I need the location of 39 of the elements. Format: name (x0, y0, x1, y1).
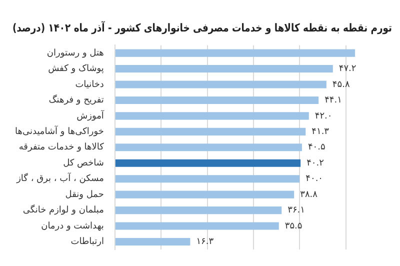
data-label: ۴۰.۵ (308, 142, 326, 153)
y-tick-label: مبلمان و لوازم خانگی (22, 204, 104, 216)
bar (115, 175, 300, 183)
bar (115, 128, 306, 136)
bar (115, 65, 333, 73)
data-label: ۴۵.۸ (332, 80, 350, 90)
data-label: ۳۶.۱ (288, 206, 306, 216)
y-tick-label: پوشاک و کفش (48, 64, 104, 74)
bar (115, 222, 279, 230)
bar (115, 190, 294, 198)
y-tick-label: شاخص کل (63, 158, 104, 168)
bar (115, 96, 319, 104)
chart-title: تورم نقطه به نقطه کالاها و خدمات مصرفی خانوارهای کشور - آذر ماه ۱۴۰۲ (درصد) (12, 20, 392, 35)
y-tick-label: حمل ونقل (65, 190, 104, 200)
y-tick-label: کالاها و خدمات متفرقه (18, 142, 105, 153)
data-label: ۴۱.۳ (312, 127, 330, 138)
bar (115, 206, 282, 214)
data-label: ۴۷.۲ (338, 64, 356, 74)
data-label: ۳۵.۵ (284, 221, 302, 232)
y-tick-label: خوراکی‌ها و آشامیدنی‌ها (14, 125, 104, 138)
data-label: ۴۴.۱ (324, 96, 342, 106)
y-tick-label: هتل و رستوران (46, 48, 104, 58)
data-label: ۳۸.۸ (300, 190, 318, 200)
data-label: ۴۰.۲ (306, 158, 324, 168)
y-tick-label: دخانیات (75, 80, 104, 90)
y-tick-label: ارتباطات (70, 237, 104, 248)
data-label: ۱۶.۳ (196, 237, 214, 248)
bar (115, 144, 302, 152)
y-tick-label: مسکن ، آب ، برق ، گاز (16, 172, 104, 184)
y-tick-label: تفریح و فرهنگ (48, 94, 104, 106)
bar (115, 112, 309, 120)
bar (115, 49, 356, 57)
y-tick-label: بهداشت و درمان (41, 221, 104, 232)
bar (115, 238, 190, 246)
bar (115, 80, 326, 88)
data-label: ۴۲.۰ (314, 111, 332, 122)
data-label: ۴۰.۰ (306, 174, 324, 184)
bar (115, 159, 301, 167)
y-tick-label: آموزش (76, 109, 104, 122)
